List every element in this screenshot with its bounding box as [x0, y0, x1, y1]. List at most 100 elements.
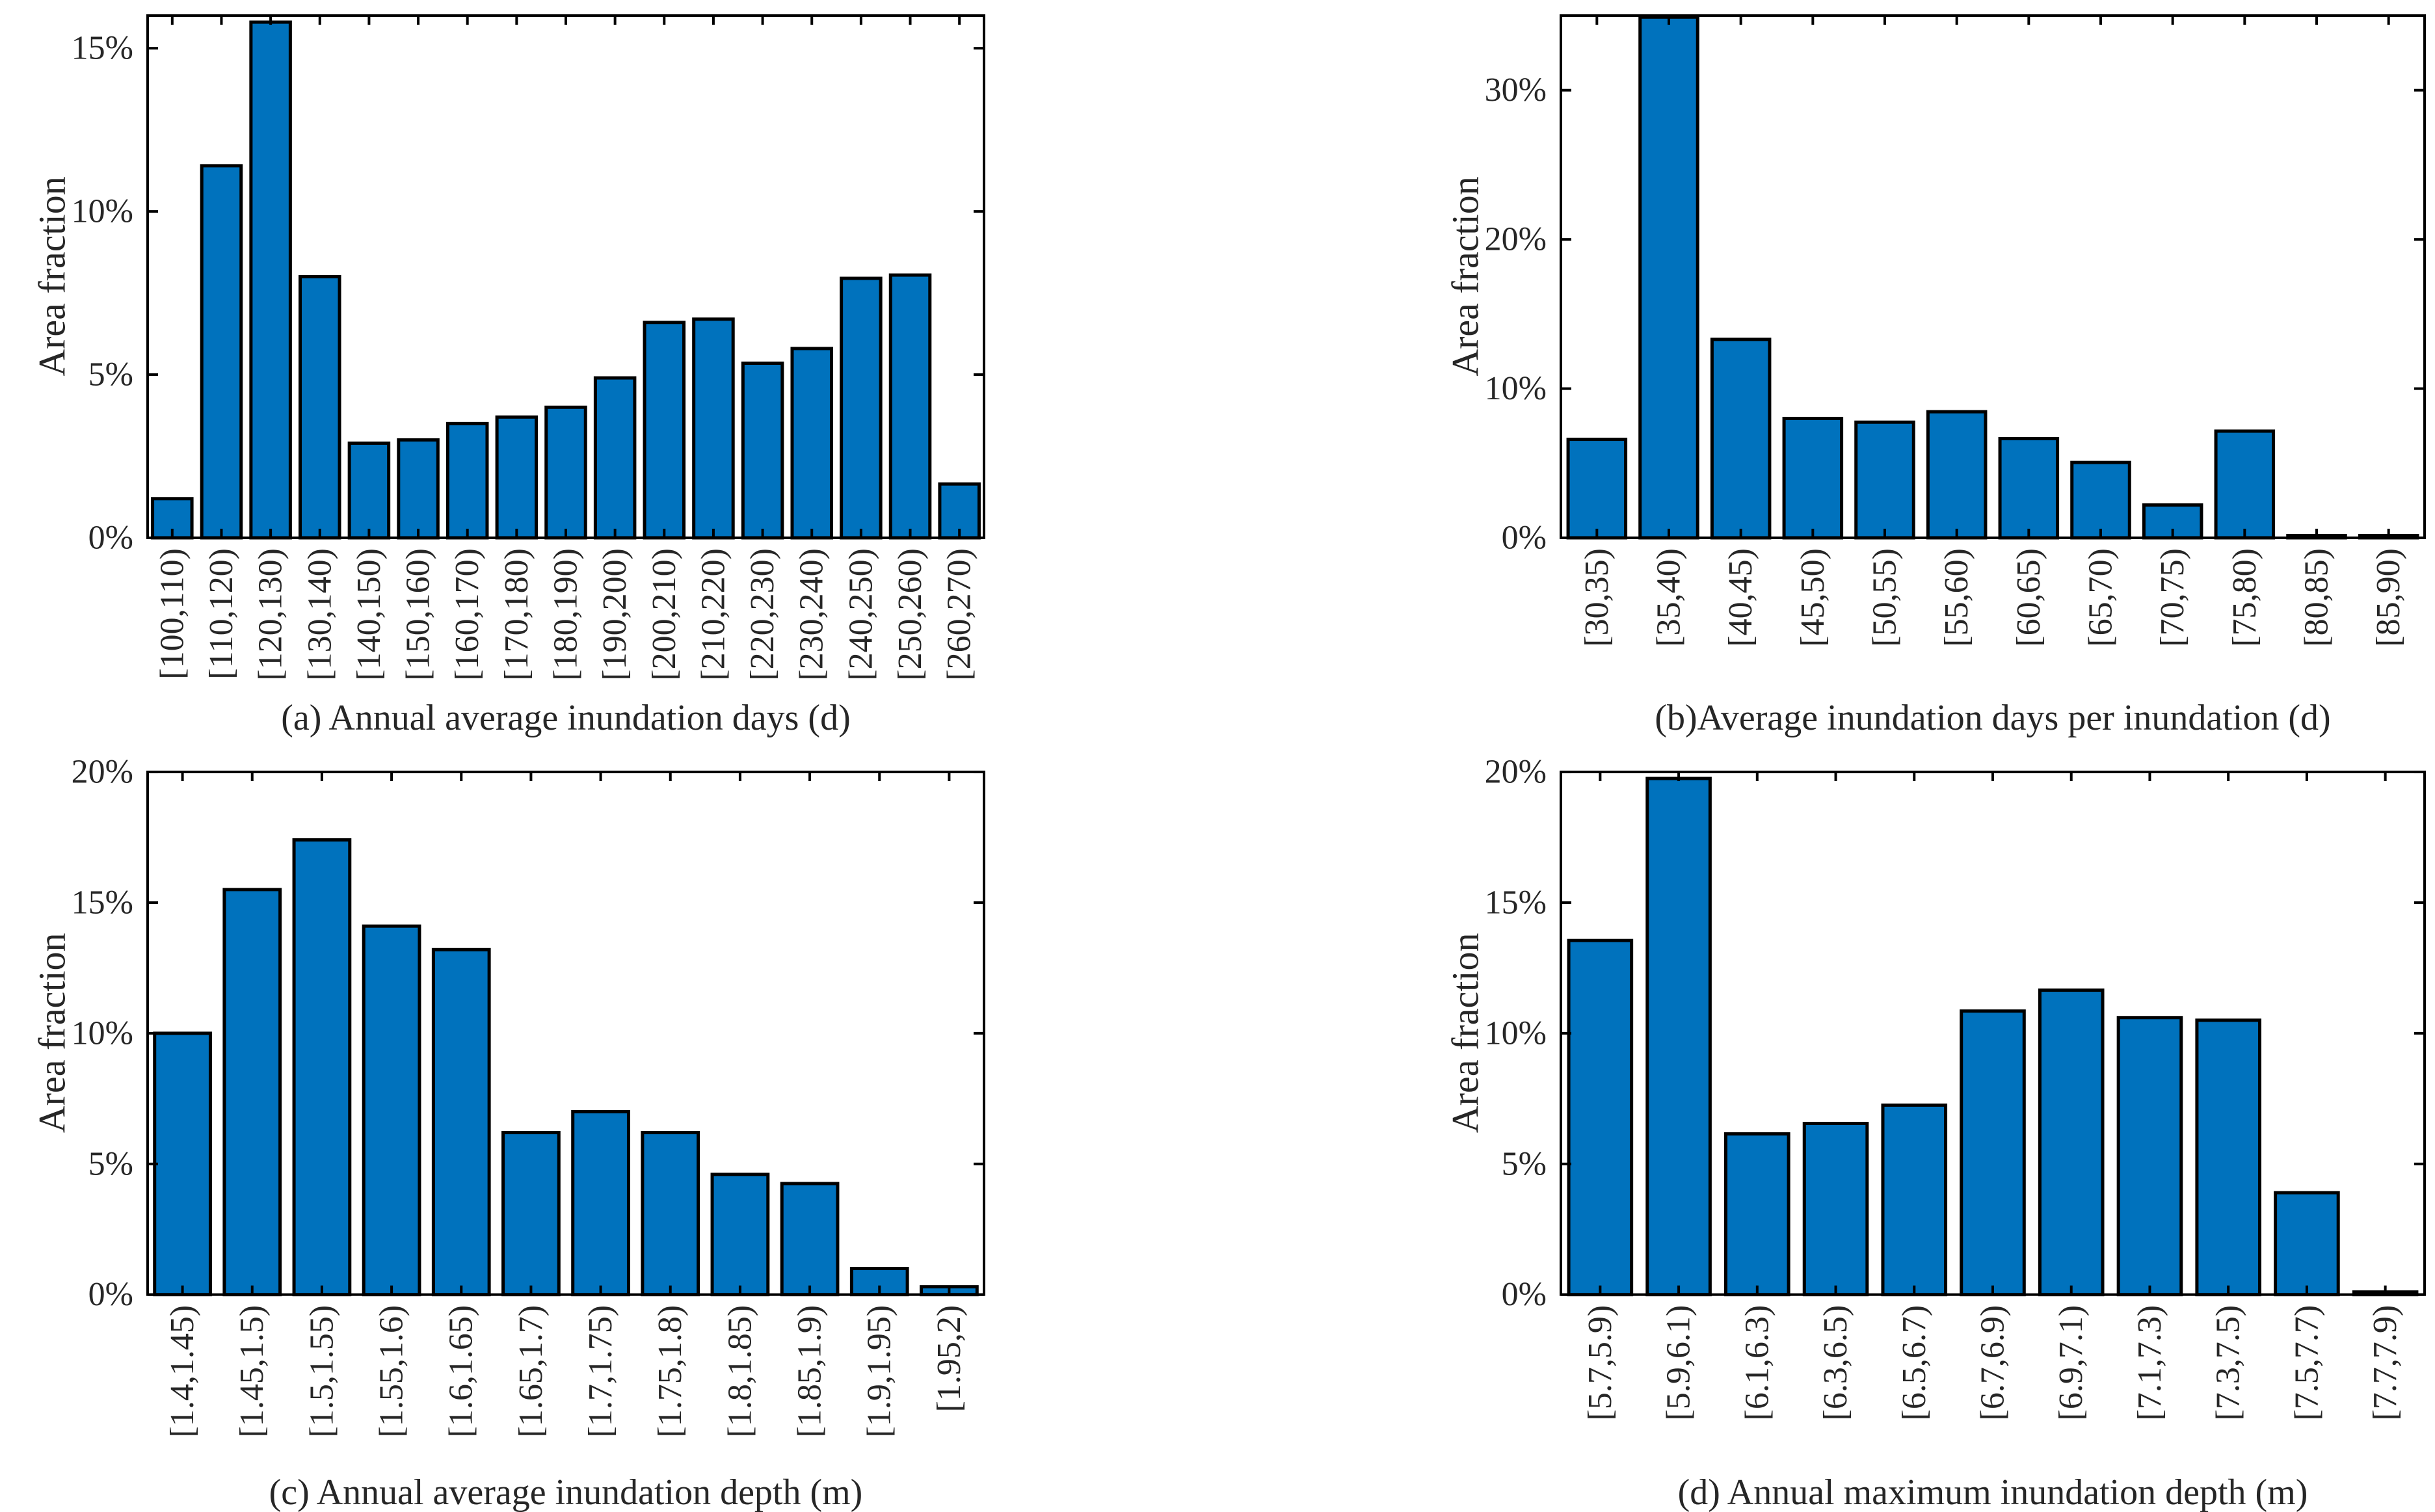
bar: [741, 361, 784, 540]
x-tick-label: [6.3,6.5): [1817, 1305, 1854, 1421]
y-tick-label: 5%: [88, 1145, 133, 1182]
x-tick-label: [1.8,1.85): [721, 1305, 758, 1438]
x-tick-label: [1.7,1.75): [582, 1305, 619, 1438]
x-tick-label: [140,150): [351, 548, 388, 681]
x-tick-label: [160,170): [449, 548, 486, 681]
bar: [153, 1031, 212, 1297]
bar: [643, 321, 686, 540]
x-tick-label: [230,240): [793, 548, 831, 681]
chart-panel-d: 0% 5% 10% 15% 20% [5.7,5.9) [5.9,6.1) [6.1,6.3)…: [1218, 756, 2435, 1512]
chart-caption: (c) Annual average inundation depth (m): [269, 1472, 863, 1512]
x-tick-label: [170,180): [498, 548, 535, 681]
chart-plot-area: 0% 10% 20% 30% [30,35) [35,40) [40,45) [45,50) […: [1485, 14, 2426, 647]
y-axis-label: Area fraction: [1444, 176, 1487, 377]
bar: [495, 415, 539, 540]
x-tick-label: [6.9,7.1): [2053, 1305, 2090, 1421]
x-tick-label: [7.5,7.7): [2288, 1305, 2325, 1421]
x-tick-label: [200,210): [646, 548, 683, 681]
x-tick-label: [180,190): [548, 548, 585, 681]
chart-plot-area: 0% 5% 10% 15% [100,110) [110,120) [120,130) [13…: [72, 14, 985, 681]
bar: [200, 164, 243, 540]
x-tick-label: [110,120): [203, 548, 240, 680]
bar: [2038, 988, 2105, 1297]
y-tick-label: 0%: [1502, 520, 1547, 557]
y-tick-label: 20%: [72, 756, 133, 791]
x-tick-label: [100,110): [153, 548, 191, 680]
y-tick-label: 10%: [72, 193, 133, 230]
x-tick-label: [5.7,5.9): [1582, 1305, 1619, 1421]
x-tick-label: [150,160): [400, 548, 437, 681]
y-tick-label: 0%: [88, 520, 133, 557]
bar: [446, 421, 489, 540]
bar: [1566, 438, 1628, 540]
x-tick-label: [75,80): [2226, 548, 2263, 647]
x-tick-label: [260,270): [941, 548, 978, 681]
bar: [2070, 460, 2131, 540]
x-tick-label: [6.5,6.7): [1896, 1305, 1933, 1421]
x-tick-label: [210,220): [695, 548, 732, 681]
y-tick-label: 0%: [1502, 1276, 1547, 1313]
bar: [1926, 410, 1988, 540]
bar: [710, 1173, 770, 1297]
x-tick-label: [55,60): [1938, 548, 1975, 647]
x-tick-label: [85,90): [2370, 548, 2407, 647]
chart-caption: (b)Average inundation days per inundatio…: [1655, 698, 2330, 738]
x-tick-label: [1.95,2): [931, 1305, 968, 1413]
bar: [1998, 436, 2060, 540]
bar: [2195, 1018, 2261, 1297]
x-tick-label: [1.65,1.7): [512, 1305, 550, 1438]
y-tick-label: 10%: [1485, 370, 1547, 407]
y-tick-label: 10%: [72, 1015, 133, 1052]
x-tick-label: [45,50): [1794, 548, 1831, 647]
bar: [2214, 429, 2276, 540]
x-tick-label: [1.4,1.45): [164, 1305, 201, 1438]
bar: [222, 888, 282, 1297]
bar: [692, 317, 735, 540]
y-tick-label: 20%: [1485, 756, 1547, 791]
bar: [2116, 1016, 2183, 1297]
bar: [1854, 420, 1915, 540]
x-tick-label: [1.9,1.95): [861, 1305, 898, 1438]
x-tick-label: [5.9,6.1): [1660, 1305, 1697, 1421]
bar-chart-average-inundation-days-per-inundation: 0% 10% 20% 30% [30,35) [35,40) [40,45) [45,50) […: [1444, 14, 2426, 738]
bar: [1782, 416, 1844, 540]
x-tick-label: [6.1,6.3): [1738, 1305, 1776, 1421]
x-tick-label: [1.55,1.6): [373, 1305, 410, 1438]
bar: [1638, 15, 1699, 540]
x-tick-label: [40,45): [1722, 548, 1759, 647]
bar: [292, 838, 352, 1297]
bar: [501, 1131, 561, 1297]
chart-caption: (d) Annual maximum inundation depth (m): [1678, 1472, 2308, 1512]
x-tick-label: [70,75): [2154, 548, 2191, 647]
y-axis-label: Area fraction: [31, 176, 73, 377]
x-tick-label: [7.3,7.5): [2210, 1305, 2247, 1421]
chart-panel-c: 0% 5% 10% 15% 20% [1.4,1.45) [1.45,1.5) [1.5,1.…: [0, 756, 1218, 1512]
bar: [362, 924, 421, 1297]
x-tick-label: [1.6,1.65): [443, 1305, 480, 1438]
y-tick-label: 15%: [72, 30, 133, 67]
x-tick-label: [1.5,1.55): [303, 1305, 340, 1438]
x-tick-label: [65,70): [2082, 548, 2120, 647]
bar: [1567, 938, 1634, 1297]
bar: [641, 1131, 700, 1297]
bar: [1645, 776, 1712, 1297]
x-tick-label: [7.1,7.3): [2131, 1305, 2168, 1421]
y-axis-label: Area fraction: [1444, 933, 1487, 1133]
y-tick-label: 0%: [88, 1276, 133, 1313]
y-tick-label: 5%: [88, 356, 133, 393]
x-tick-label: [60,65): [2010, 548, 2047, 647]
bar: [840, 276, 883, 540]
y-tick-label: 15%: [1485, 884, 1547, 921]
bar: [780, 1182, 840, 1297]
bar: [1724, 1132, 1790, 1297]
x-tick-label: [50,55): [1867, 548, 1904, 647]
bar-chart-annual-maximum-inundation-depth: 0% 5% 10% 15% 20% [5.7,5.9) [5.9,6.1) [6.1,6.3)…: [1444, 756, 2426, 1512]
chart-panel-b: 0% 10% 20% 30% [30,35) [35,40) [40,45) [45,50) […: [1218, 0, 2435, 756]
bar: [299, 275, 341, 540]
bar: [790, 347, 833, 540]
chart-panel-a: 0% 5% 10% 15% [100,110) [110,120) [120,130) [13…: [0, 0, 1218, 756]
x-tick-label: [130,140): [301, 548, 338, 681]
x-tick-label: [1.75,1.8): [652, 1305, 689, 1438]
x-tick-label: [6.7,6.9): [1975, 1305, 2012, 1421]
